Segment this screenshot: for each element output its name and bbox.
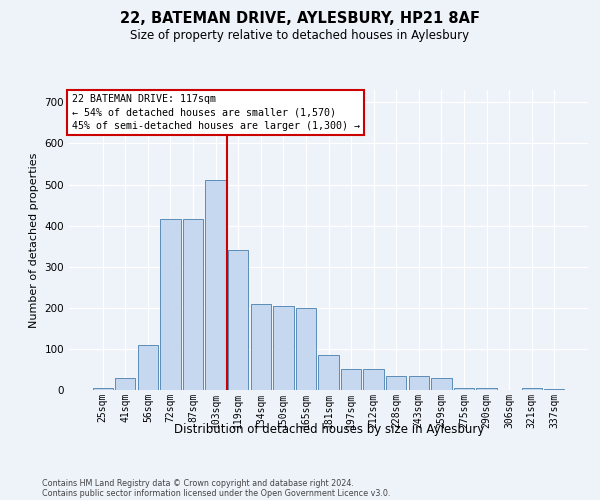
Bar	[454, 388, 474, 390]
Text: 22, BATEMAN DRIVE, AYLESBURY, HP21 8AF: 22, BATEMAN DRIVE, AYLESBURY, HP21 8AF	[120, 11, 480, 26]
Bar	[115, 378, 136, 390]
Bar	[364, 370, 384, 390]
Bar	[544, 389, 565, 390]
Bar	[205, 180, 226, 390]
Bar	[409, 376, 429, 390]
Text: Contains HM Land Registry data © Crown copyright and database right 2024.: Contains HM Land Registry data © Crown c…	[42, 478, 354, 488]
Text: Distribution of detached houses by size in Aylesbury: Distribution of detached houses by size …	[173, 422, 484, 436]
Bar	[228, 250, 248, 390]
Bar	[160, 220, 181, 390]
Bar	[92, 388, 113, 390]
Bar	[183, 220, 203, 390]
Bar	[476, 388, 497, 390]
Bar	[341, 370, 361, 390]
Bar	[296, 308, 316, 390]
Bar	[273, 306, 293, 390]
Bar	[138, 345, 158, 390]
Bar	[319, 355, 338, 390]
Text: Size of property relative to detached houses in Aylesbury: Size of property relative to detached ho…	[130, 29, 470, 42]
Bar	[521, 388, 542, 390]
Text: 22 BATEMAN DRIVE: 117sqm
← 54% of detached houses are smaller (1,570)
45% of sem: 22 BATEMAN DRIVE: 117sqm ← 54% of detach…	[71, 94, 359, 131]
Bar	[386, 376, 406, 390]
Bar	[251, 304, 271, 390]
Text: Contains public sector information licensed under the Open Government Licence v3: Contains public sector information licen…	[42, 488, 391, 498]
Y-axis label: Number of detached properties: Number of detached properties	[29, 152, 39, 328]
Bar	[431, 378, 452, 390]
